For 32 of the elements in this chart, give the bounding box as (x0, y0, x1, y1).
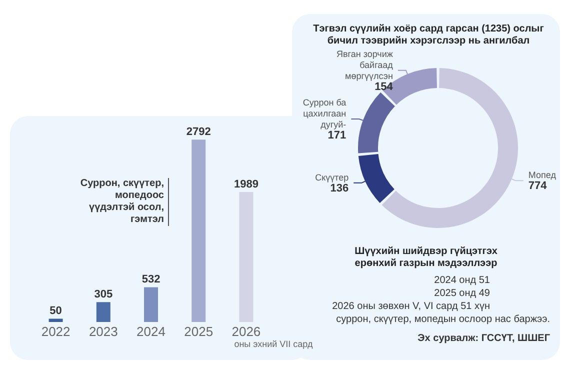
x-tick-label: 2023 (88, 324, 118, 339)
x-tick-label: 2026 (232, 324, 261, 339)
x-tick-label: 2024 (136, 324, 166, 339)
bar (48, 318, 63, 322)
bar (96, 302, 110, 322)
data-label: 532 (142, 274, 160, 286)
bar (192, 140, 206, 322)
data-label: 2792 (186, 126, 211, 138)
bar (239, 192, 254, 322)
text: 2024 онд 51 (433, 274, 491, 287)
bar (144, 287, 158, 322)
text: Шүүхийн шийдвэр гүйцэтгэх ерөнхий газрын мэдээллээр (354, 246, 498, 270)
data-label: 154 (374, 80, 394, 93)
text: Эх сурвалж: ГССҮТ, ШШЕГ (418, 333, 550, 344)
x-tick-label: 2022 (41, 324, 70, 339)
text: 2025 онд 49 (433, 287, 491, 300)
data-label: 774 (528, 180, 548, 192)
data-label: 136 (330, 182, 349, 194)
slice-label: Явган зорчиж байгаад мөргүүлсэн (336, 48, 394, 81)
slice-label: Скүүтер (315, 172, 349, 182)
text: оны эхний VII сард (234, 338, 313, 350)
chart-title: Тэгвэл сүүлийн хоёр сард гарсан (1235) ослыг бичил тээврийн хэрэгслээр нь ангилбал (313, 24, 544, 46)
data-label: 1989 (234, 178, 258, 191)
text: суррон, скүүтер, мопедын ослоор нас баржээ. (335, 313, 551, 326)
x-tick-label: 2025 (184, 324, 214, 339)
slice-label: Мопед (528, 170, 557, 180)
data-label: 171 (328, 130, 346, 142)
text: 2026 оны зөвхөн V, VI сард 51 хүн (331, 300, 491, 313)
data-label: 305 (94, 288, 113, 301)
data-label: 50 (50, 305, 62, 318)
annotation: Суррон, скүүтер, мопедоос үүдэлтэй осол, гэмтэл (72, 178, 169, 226)
slice-label: Суррон ба цахилгаан дугуй- (302, 98, 346, 130)
